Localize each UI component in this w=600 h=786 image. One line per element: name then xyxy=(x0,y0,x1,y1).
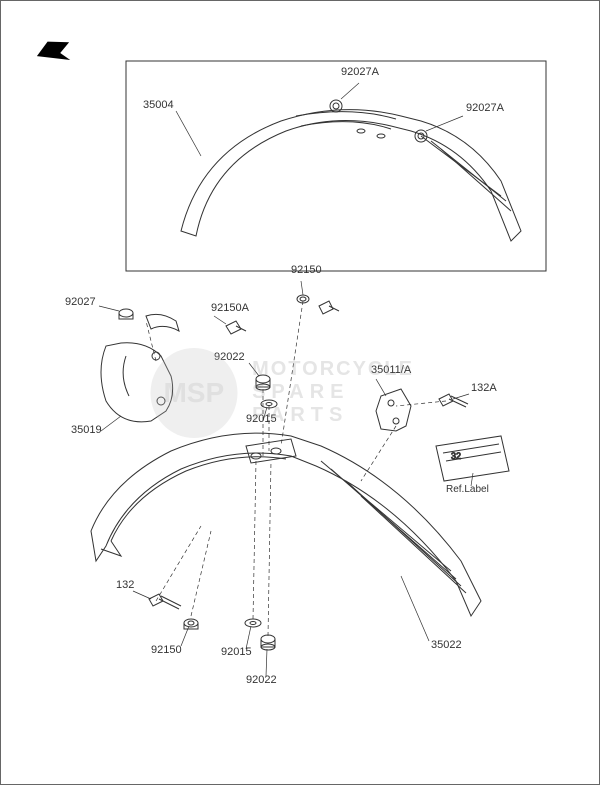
ref-label-text: Ref.Label xyxy=(446,484,489,495)
svg-text:32: 32 xyxy=(451,451,461,461)
label-35004: 35004 xyxy=(143,99,174,111)
label-92027A-right: 92027A xyxy=(466,102,504,114)
parts-diagram-svg: 32 xyxy=(1,1,600,786)
label-92150-bottom: 92150 xyxy=(151,644,182,656)
parts-diagram-container: 32 xyxy=(0,0,600,785)
label-92015-bottom: 92015 xyxy=(221,646,252,658)
label-92022-bottom: 92022 xyxy=(246,674,277,686)
label-92015-top: 92015 xyxy=(246,413,277,425)
label-132A: 132A xyxy=(471,382,497,394)
label-35019: 35019 xyxy=(71,424,102,436)
label-92027: 92027 xyxy=(65,296,96,308)
label-35022: 35022 xyxy=(431,639,462,651)
label-92027A-top: 92027A xyxy=(341,66,379,78)
label-92022-top: 92022 xyxy=(214,351,245,363)
label-92150-top: 92150 xyxy=(291,264,322,276)
label-35011A: 35011/A xyxy=(371,364,411,376)
label-92150A: 92150A xyxy=(211,302,249,314)
label-132: 132 xyxy=(116,579,134,591)
